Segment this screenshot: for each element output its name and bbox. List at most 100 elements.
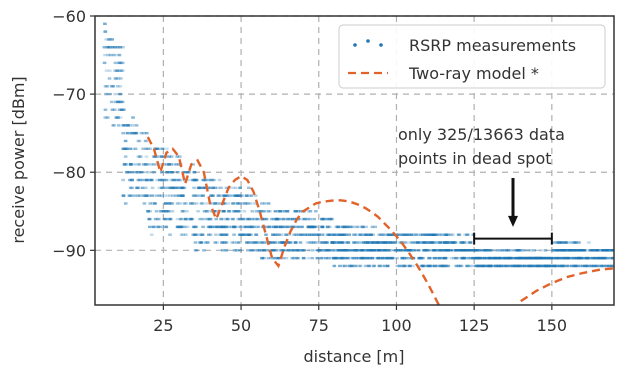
data-point [549,256,553,260]
data-point [362,256,366,260]
data-point [260,202,264,205]
data-point [264,217,268,221]
data-point [326,249,331,252]
data-point [200,194,205,197]
data-point [110,38,114,41]
data-point [147,194,151,197]
data-point [137,155,142,158]
data-point [212,225,217,229]
data-point [554,264,558,268]
data-point [118,92,122,96]
data-point [168,194,172,197]
data-point [233,194,238,197]
data-point [471,256,475,260]
data-point [606,256,610,260]
data-point [186,178,190,182]
data-point [487,256,492,260]
data-point [119,77,123,80]
data-point [360,249,364,252]
data-point [157,217,161,221]
data-point [234,249,239,252]
data-point [500,249,505,252]
data-point [363,233,368,236]
data-point [353,249,357,252]
data-point [424,249,429,252]
data-point [144,147,148,150]
data-point [327,256,331,260]
data-point [251,241,256,244]
data-point [202,249,206,252]
data-point [194,202,199,205]
data-point [393,241,397,244]
data-point [473,264,478,268]
data-point [121,178,125,182]
data-point [362,241,366,244]
data-point [283,210,287,213]
data-point [364,249,369,252]
data-point [355,225,359,229]
data-point [564,256,568,260]
data-point [148,147,153,150]
data-point [522,256,526,260]
data-point [466,264,470,268]
data-point [213,202,217,205]
data-point [366,249,371,252]
data-point [264,241,269,244]
data-point [241,217,246,221]
data-point [110,108,115,111]
data-point [560,264,564,268]
data-point [426,241,430,244]
data-point [503,264,507,268]
data-point [584,264,589,268]
data-point [265,225,269,229]
data-point [487,249,492,252]
data-point [158,210,163,213]
data-point [219,186,223,190]
data-point [528,249,533,252]
data-point [115,85,120,88]
data-point [177,163,182,166]
data-point [122,147,126,150]
data-point [534,264,538,268]
data-point [558,241,562,244]
data-point [274,217,278,221]
data-point [153,217,158,221]
data-point [384,256,389,260]
data-point [307,249,312,252]
data-point [132,194,137,197]
data-point [360,225,364,229]
data-point [243,202,247,205]
data-point [320,249,325,252]
data-point [286,249,291,252]
data-point [175,202,180,205]
data-point [565,264,570,268]
data-point [517,249,521,252]
data-point [505,264,510,268]
data-point [385,256,390,260]
data-point [224,225,228,229]
data-point [381,264,386,268]
data-point [465,249,469,252]
data-point [245,194,249,197]
data-point [425,249,429,252]
data-point [585,256,589,260]
data-point [600,249,604,252]
data-point [272,249,276,252]
data-point [498,249,503,252]
data-point [594,249,598,252]
data-point [219,217,224,221]
y-tick-label: −60 [52,7,86,26]
data-point [420,256,424,260]
data-point [280,217,285,221]
data-point [554,256,558,260]
data-point [353,256,358,260]
data-point [451,233,455,236]
data-point [266,256,271,260]
data-point [525,256,529,260]
data-point [433,241,437,244]
data-point [575,264,580,268]
data-point [117,100,121,104]
data-point [168,233,172,236]
data-point [240,202,245,205]
data-point [378,233,383,236]
